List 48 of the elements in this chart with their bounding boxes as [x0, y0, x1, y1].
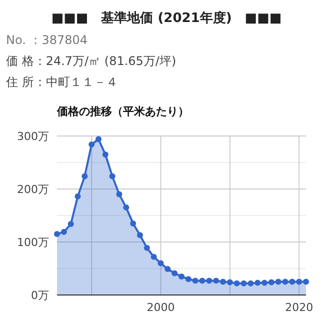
point	[282, 278, 288, 285]
y-tick-label: 300万	[17, 130, 49, 143]
point	[88, 141, 95, 148]
text: 住 所：中町１１－４	[5, 75, 118, 89]
point	[74, 193, 81, 200]
point	[109, 173, 116, 180]
point	[144, 244, 150, 251]
point	[240, 280, 247, 286]
y-tick-label: 0万	[31, 289, 49, 302]
point	[60, 228, 67, 235]
point	[158, 260, 164, 266]
point	[137, 232, 143, 238]
point	[206, 278, 212, 284]
point	[234, 280, 240, 286]
point	[116, 191, 122, 198]
point	[185, 276, 192, 282]
chart-subtitle: 価格の推移（平米あたり）	[56, 105, 189, 118]
point	[262, 280, 268, 286]
point	[192, 278, 198, 284]
point	[254, 280, 261, 286]
point	[54, 231, 60, 238]
x-tick-label: 2020	[285, 301, 314, 314]
point	[172, 270, 178, 276]
point	[275, 278, 282, 285]
point	[248, 280, 254, 286]
point	[220, 278, 226, 285]
text: 価 格：24.7万/㎡ (81.65万/坪)	[6, 54, 176, 68]
point	[96, 136, 102, 142]
x-tick-label: 2000	[146, 301, 175, 314]
y-tick-label: 200万	[17, 183, 49, 196]
point	[123, 204, 130, 211]
point	[164, 266, 171, 272]
point	[150, 254, 157, 260]
point	[296, 278, 302, 285]
point	[213, 278, 220, 284]
text: No. ：387804	[6, 33, 88, 47]
point	[268, 279, 274, 286]
point	[130, 220, 136, 226]
point	[289, 278, 296, 285]
point	[303, 278, 309, 285]
point	[199, 278, 206, 284]
point	[82, 173, 88, 180]
point	[68, 220, 74, 227]
y-tick-label: 100万	[17, 236, 49, 249]
point	[226, 279, 233, 286]
point	[102, 152, 108, 158]
chart-title: ■■■ 基準地価 (2021年度) ■■■	[51, 10, 282, 26]
point	[178, 273, 184, 280]
